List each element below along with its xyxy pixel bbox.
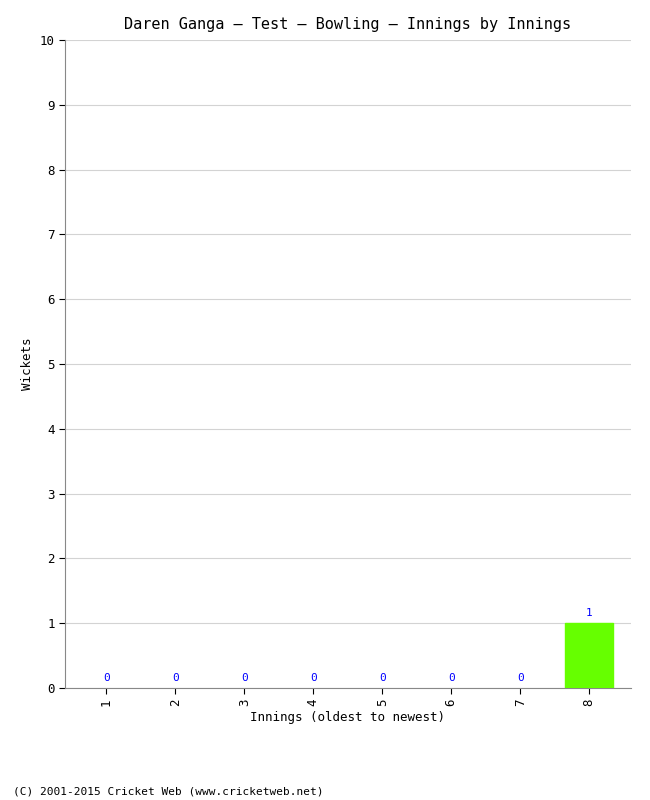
Text: 0: 0 — [310, 673, 317, 683]
Text: 0: 0 — [172, 673, 179, 683]
Text: 0: 0 — [379, 673, 385, 683]
X-axis label: Innings (oldest to newest): Innings (oldest to newest) — [250, 711, 445, 725]
Text: 0: 0 — [448, 673, 454, 683]
Text: 1: 1 — [586, 608, 593, 618]
Y-axis label: Wickets: Wickets — [21, 338, 34, 390]
Text: (C) 2001-2015 Cricket Web (www.cricketweb.net): (C) 2001-2015 Cricket Web (www.cricketwe… — [13, 786, 324, 796]
Text: 0: 0 — [241, 673, 248, 683]
Title: Daren Ganga – Test – Bowling – Innings by Innings: Daren Ganga – Test – Bowling – Innings b… — [124, 17, 571, 32]
Bar — [565, 623, 613, 688]
Text: 0: 0 — [517, 673, 523, 683]
Text: 0: 0 — [103, 673, 110, 683]
